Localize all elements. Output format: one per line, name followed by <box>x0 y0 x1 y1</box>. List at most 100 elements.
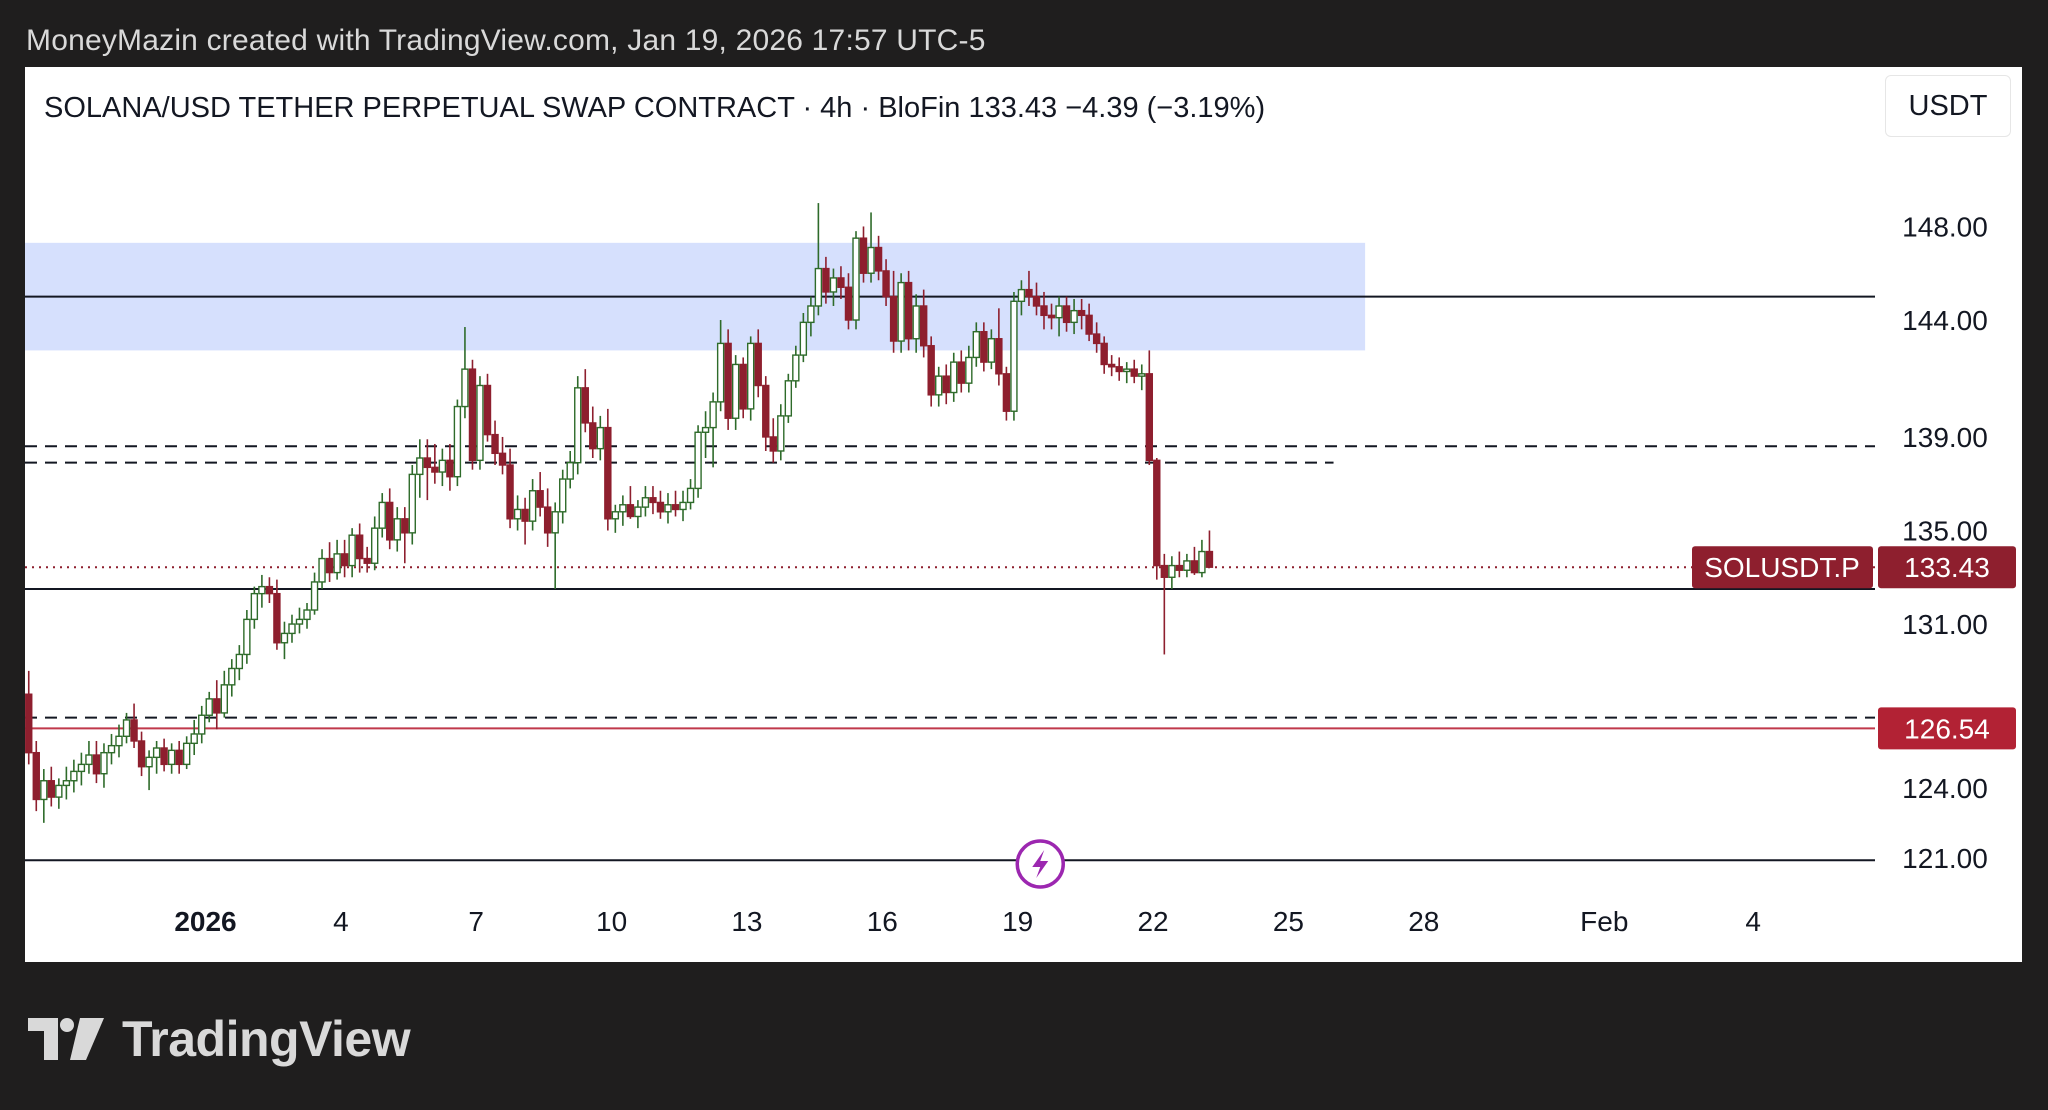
candle[interactable] <box>378 501 386 529</box>
candle[interactable] <box>348 534 356 567</box>
candle[interactable] <box>1017 288 1026 303</box>
candle[interactable] <box>904 281 913 340</box>
candle[interactable] <box>1040 305 1048 317</box>
candle[interactable] <box>333 553 341 574</box>
candle[interactable] <box>476 384 484 462</box>
candle[interactable] <box>927 345 935 396</box>
candle[interactable] <box>679 501 687 511</box>
chart-panel[interactable]: 148.00 144.00 139.00 135.00 131.00 124.00 121.… <box>25 67 2022 962</box>
candle[interactable] <box>709 401 717 429</box>
candle[interactable] <box>784 380 793 417</box>
candle[interactable] <box>77 763 86 773</box>
candle[interactable] <box>596 426 605 450</box>
candle[interactable] <box>1107 363 1116 368</box>
candle[interactable] <box>453 405 462 478</box>
candle[interactable] <box>130 719 138 742</box>
candle[interactable] <box>1175 564 1184 571</box>
candle[interactable] <box>777 415 785 452</box>
candle[interactable] <box>626 504 635 518</box>
candle[interactable] <box>1160 564 1169 578</box>
candle[interactable] <box>769 436 777 452</box>
candle[interactable] <box>1153 459 1161 567</box>
candle[interactable] <box>167 749 176 766</box>
candle[interactable] <box>874 246 883 272</box>
candle[interactable] <box>1130 368 1138 377</box>
candle[interactable] <box>1055 305 1063 319</box>
candle[interactable] <box>198 714 206 735</box>
candle[interactable] <box>739 363 747 410</box>
candle[interactable] <box>295 618 304 625</box>
candle[interactable] <box>912 305 920 340</box>
candle[interactable] <box>235 653 244 670</box>
candle[interactable] <box>641 497 650 508</box>
candle[interactable] <box>897 281 905 342</box>
candle[interactable] <box>1010 300 1018 412</box>
candle[interactable] <box>1070 309 1078 324</box>
candle[interactable] <box>1092 333 1101 345</box>
candle[interactable] <box>566 461 574 480</box>
candle[interactable] <box>92 754 101 775</box>
candle[interactable] <box>1085 314 1093 335</box>
last-price-label[interactable] <box>1878 546 2016 589</box>
candle[interactable] <box>716 342 725 403</box>
candle[interactable] <box>987 338 996 363</box>
candle[interactable] <box>190 733 198 745</box>
candle[interactable] <box>664 504 672 513</box>
candle[interactable] <box>416 457 424 476</box>
candle[interactable] <box>205 698 213 716</box>
candle[interactable] <box>724 342 732 419</box>
candle[interactable] <box>32 751 40 801</box>
candle[interactable] <box>965 356 973 384</box>
candle[interactable] <box>182 742 191 766</box>
candle[interactable] <box>889 295 898 342</box>
candle[interactable] <box>175 749 183 766</box>
candle[interactable] <box>243 618 251 656</box>
candle[interactable] <box>980 331 988 363</box>
candle[interactable] <box>25 693 33 754</box>
candle[interactable] <box>634 506 642 518</box>
candle[interactable] <box>611 511 620 520</box>
candle[interactable] <box>280 632 289 644</box>
candle[interactable] <box>1032 295 1041 307</box>
candle[interactable] <box>446 459 454 478</box>
candle[interactable] <box>491 433 499 455</box>
candle[interactable] <box>160 747 168 766</box>
candle[interactable] <box>100 751 108 775</box>
candle[interactable] <box>1062 305 1071 324</box>
candle[interactable] <box>792 354 800 382</box>
candle[interactable] <box>55 784 63 798</box>
candle[interactable] <box>1190 560 1199 574</box>
candle[interactable] <box>408 473 416 534</box>
candle[interactable] <box>461 368 469 408</box>
candle[interactable] <box>1047 314 1056 319</box>
candle[interactable] <box>107 744 116 754</box>
candle[interactable] <box>919 305 928 347</box>
candle[interactable] <box>844 286 853 321</box>
candle[interactable] <box>1100 342 1108 366</box>
candle[interactable] <box>574 387 582 464</box>
candle[interactable] <box>957 361 965 384</box>
candle[interactable] <box>325 557 334 574</box>
candle[interactable] <box>85 754 93 766</box>
candle[interactable] <box>656 501 665 513</box>
candle[interactable] <box>273 592 281 644</box>
candle[interactable] <box>355 534 364 560</box>
candle[interactable] <box>363 557 371 564</box>
candle[interactable] <box>386 501 394 541</box>
candle[interactable] <box>213 698 221 714</box>
candle[interactable] <box>521 508 529 522</box>
candle[interactable] <box>228 667 236 686</box>
candle[interactable] <box>814 267 823 307</box>
symbol-price-tag[interactable] <box>1692 546 1873 589</box>
candle[interactable] <box>310 581 319 611</box>
candle[interactable] <box>483 384 492 436</box>
candle[interactable] <box>1205 550 1214 568</box>
candle[interactable] <box>318 557 326 583</box>
candle[interactable] <box>122 719 131 738</box>
candle[interactable] <box>536 490 544 508</box>
candle[interactable] <box>543 506 552 534</box>
candle[interactable] <box>762 384 770 438</box>
candle[interactable] <box>559 478 567 513</box>
currency-button[interactable]: USDT <box>1885 75 2011 137</box>
candle[interactable] <box>468 368 477 462</box>
